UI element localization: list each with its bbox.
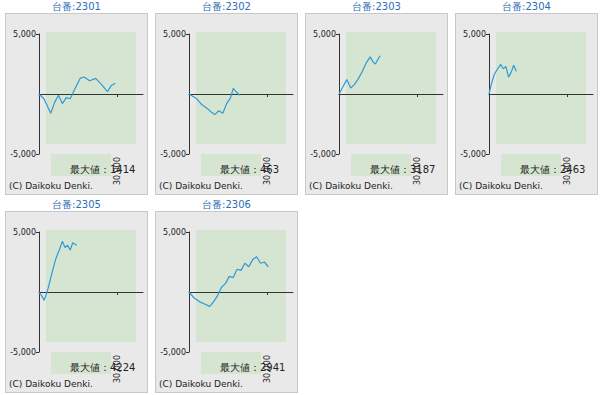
svg-text:5,000: 5,000	[463, 30, 486, 39]
html-text:台番:2303: 台番:2303	[352, 1, 401, 12]
svg-text:30,000: 30,000	[562, 157, 572, 185]
svg-text:最大値：1414: 最大値：1414	[70, 164, 135, 175]
html-text:台番:2302: 台番:2302	[202, 1, 251, 12]
svg-text:5,000: 5,000	[163, 30, 186, 39]
svg-text:-5,000: -5,000	[10, 150, 36, 159]
svg-text:(C) Daikoku Denki.: (C) Daikoku Denki.	[9, 379, 93, 389]
svg-text:(C) Daikoku Denki.: (C) Daikoku Denki.	[9, 181, 93, 191]
svg-text:最大値：4224: 最大値：4224	[70, 362, 135, 373]
svg-text:(C) Daikoku Denki.: (C) Daikoku Denki.	[309, 181, 393, 191]
svg-text:(C) Daikoku Denki.: (C) Daikoku Denki.	[159, 379, 243, 389]
svg-text:5,000: 5,000	[13, 30, 36, 39]
svg-text:5,000: 5,000	[13, 228, 36, 237]
svg-text:-5,000: -5,000	[160, 150, 186, 159]
svg-text:30,000: 30,000	[262, 355, 272, 383]
svg-text:(C) Daikoku Denki.: (C) Daikoku Denki.	[159, 181, 243, 191]
svg-text:-5,000: -5,000	[310, 150, 336, 159]
svg-text:5,000: 5,000	[163, 228, 186, 237]
svg-text:30,000: 30,000	[412, 157, 422, 185]
svg-text:最大値：2463: 最大値：2463	[520, 164, 585, 175]
svg-text:30,000: 30,000	[112, 157, 122, 185]
svg-text:30,000: 30,000	[112, 355, 122, 383]
html-text:台番:2306: 台番:2306	[202, 199, 251, 210]
svg-text:-5,000: -5,000	[460, 150, 486, 159]
html-text:台番:2304: 台番:2304	[502, 1, 551, 12]
svg-text:5,000: 5,000	[313, 30, 336, 39]
svg-text:最大値：3187: 最大値：3187	[370, 164, 435, 175]
svg-text:-5,000: -5,000	[160, 348, 186, 357]
svg-text:-5,000: -5,000	[10, 348, 36, 357]
svg-text:最大値：2941: 最大値：2941	[220, 362, 285, 373]
svg-text:(C) Daikoku Denki.: (C) Daikoku Denki.	[459, 181, 543, 191]
html-text:台番:2305: 台番:2305	[52, 199, 101, 210]
html-text:台番:2301: 台番:2301	[52, 1, 101, 12]
svg-text:30,000: 30,000	[262, 157, 272, 185]
svg-text:最大値：463: 最大値：463	[220, 164, 279, 175]
